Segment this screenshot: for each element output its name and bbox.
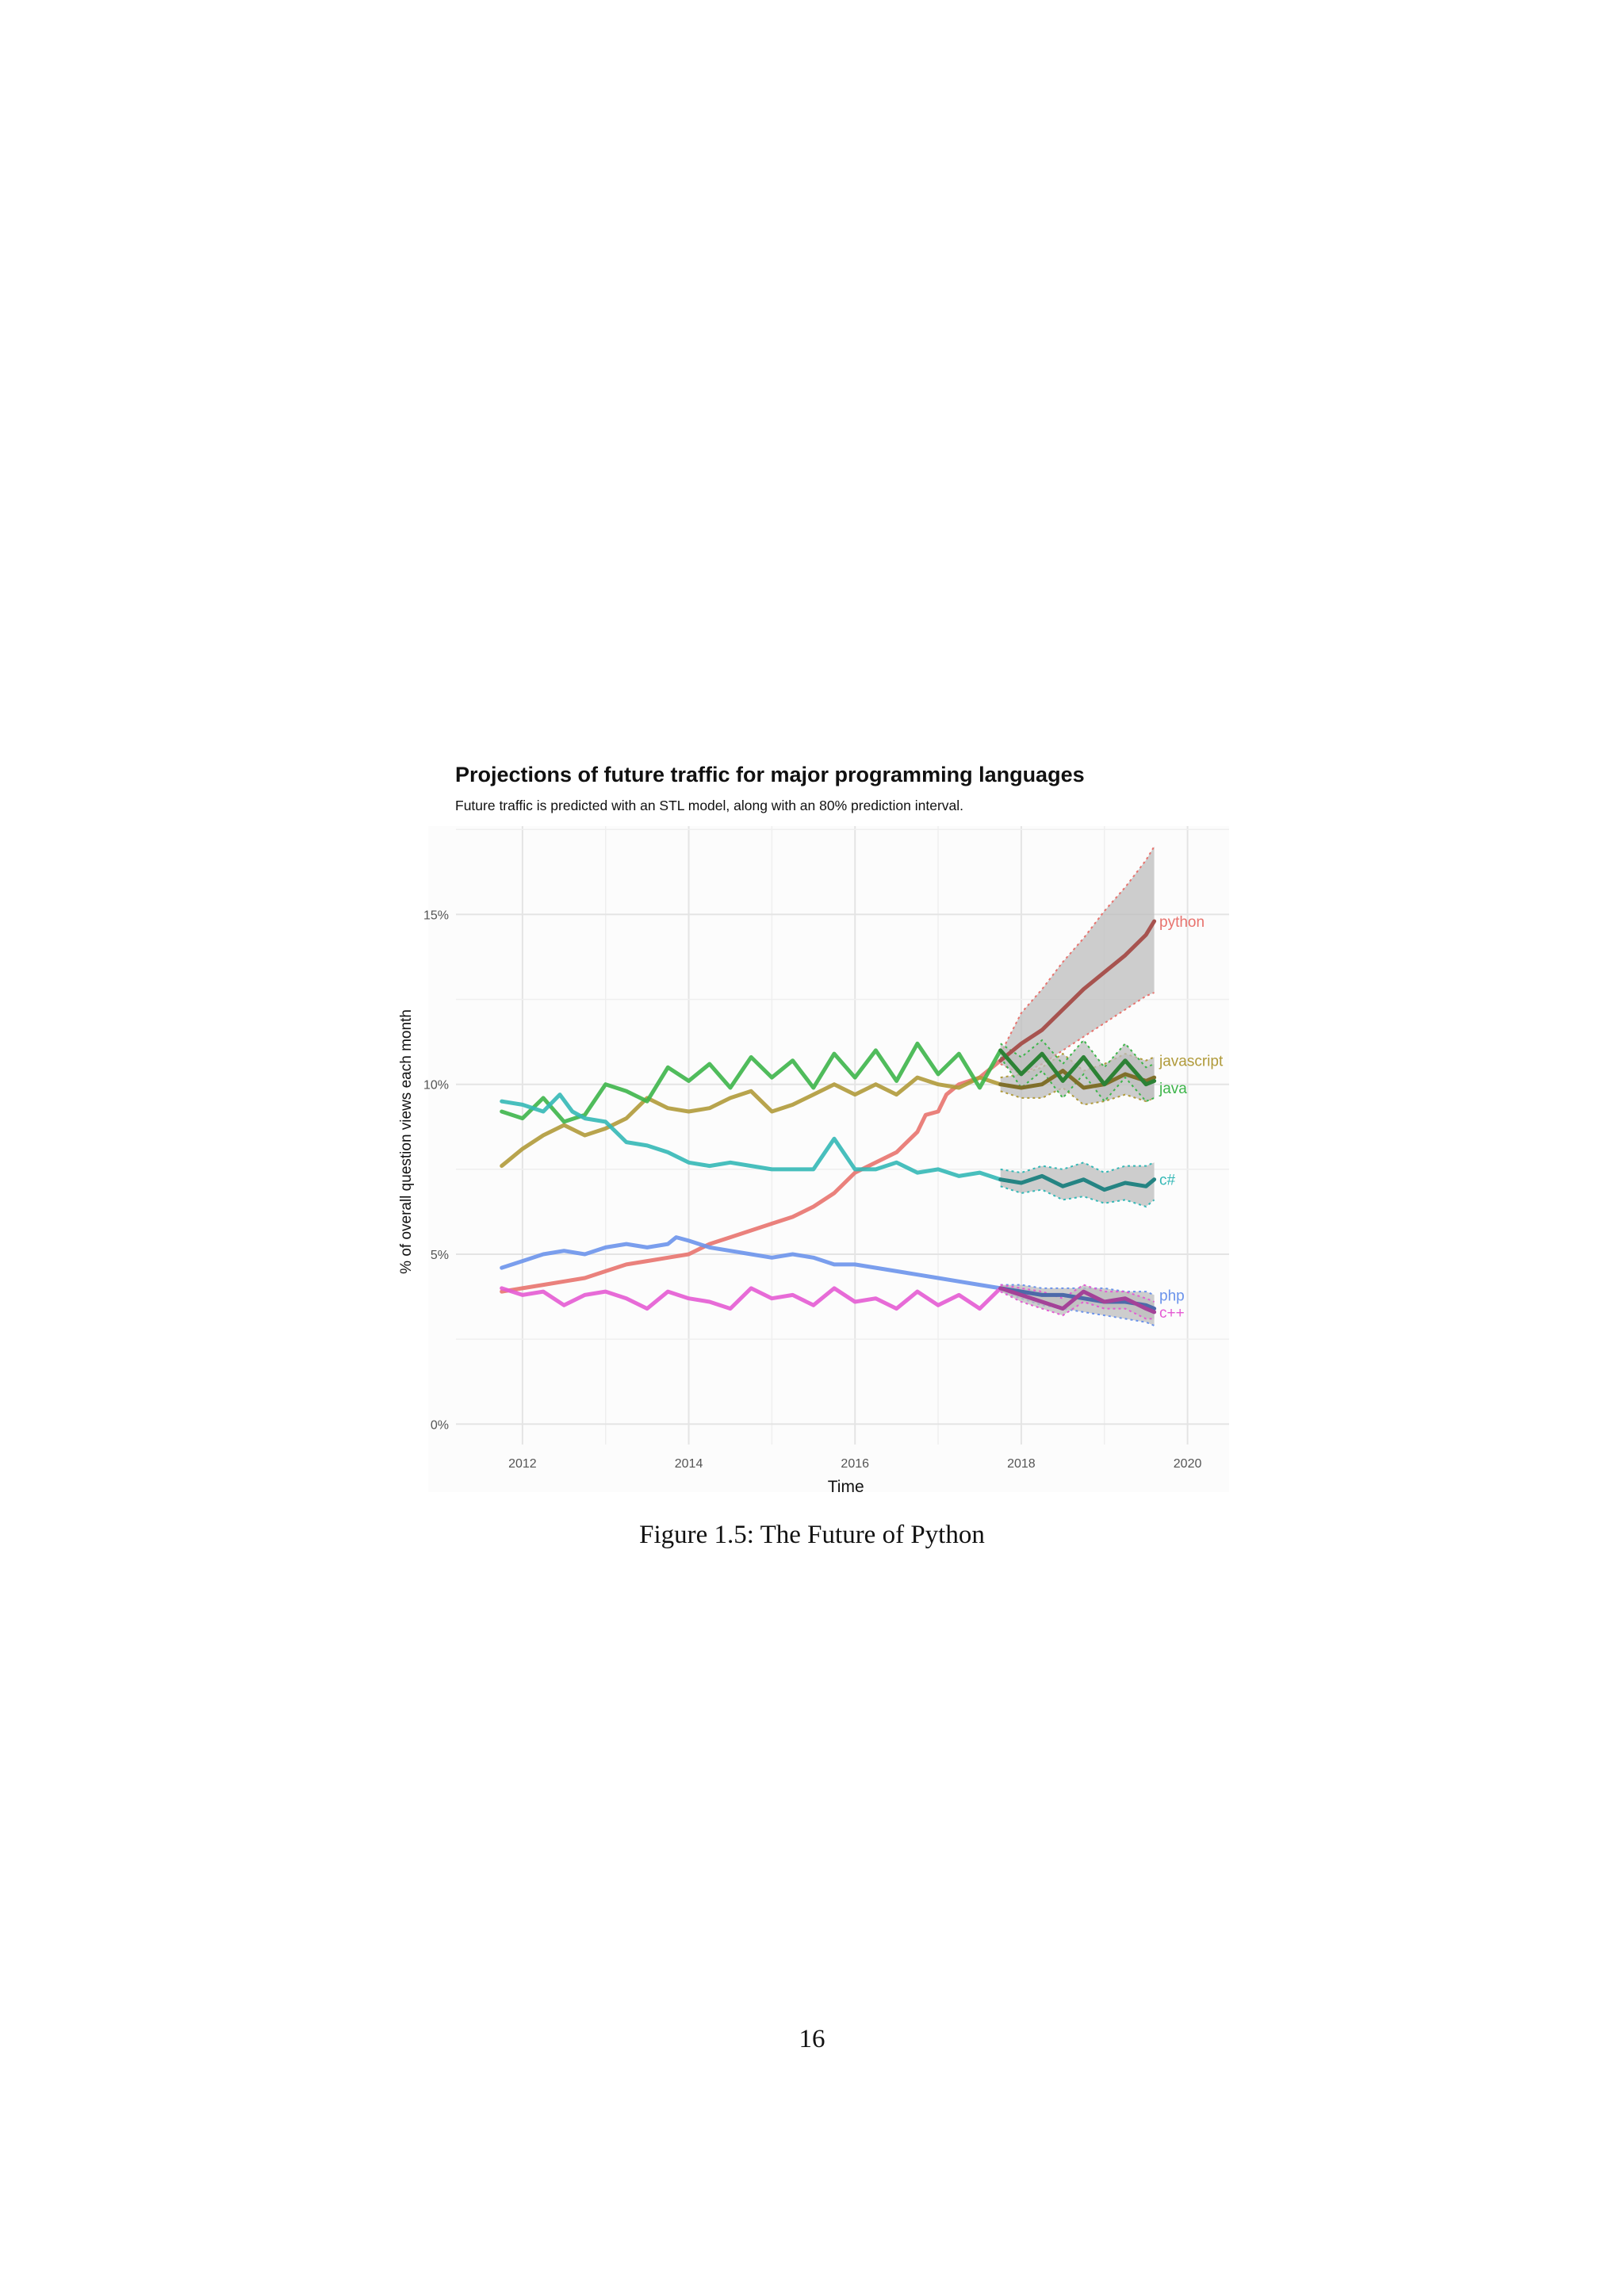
figure-caption: Figure 1.5: The Future of Python — [639, 1521, 985, 1549]
series-label-javascript: javascript — [1159, 1054, 1224, 1070]
forecast-line-java — [998, 1048, 1157, 1087]
x-tick-label-2014: 2014 — [675, 1457, 703, 1471]
series-line-php — [500, 1235, 1003, 1291]
interval-upper-cpp — [1000, 1284, 1155, 1303]
interval-upper-c-sharp — [1000, 1161, 1155, 1174]
series-label-java: java — [1159, 1081, 1187, 1097]
series-label-cpp: c++ — [1159, 1305, 1185, 1322]
forecast-line-cpp — [998, 1286, 1157, 1314]
interval-upper-python — [999, 846, 1155, 1054]
page-number: 16 — [799, 2025, 825, 2053]
x-tick-label-2020: 2020 — [1174, 1457, 1202, 1471]
y-axis-label: % of overall question views each month — [398, 1009, 415, 1274]
y-tick-label-15: 15% — [423, 909, 449, 922]
y-tick-label-0: 0% — [431, 1418, 449, 1432]
interval-upper-java — [1000, 1039, 1155, 1069]
series-line-python — [500, 1058, 1003, 1294]
series-label-python: python — [1159, 914, 1205, 931]
x-tick-label-2012: 2012 — [508, 1457, 537, 1471]
x-tick-label-2016: 2016 — [841, 1457, 869, 1471]
x-tick-label-2018: 2018 — [1007, 1457, 1036, 1471]
x-axis-label: Time — [828, 1478, 864, 1496]
series-line-c-sharp — [500, 1093, 1003, 1182]
interval-lower-python — [1000, 992, 1155, 1076]
series-label-php: php — [1159, 1288, 1185, 1304]
series-line-java — [500, 1041, 1003, 1124]
y-tick-label-10: 10% — [423, 1079, 449, 1093]
interval-lower-javascript — [1000, 1086, 1155, 1106]
interval-lower-c-sharp — [1000, 1185, 1155, 1208]
chart-title: Projections of future traffic for major … — [455, 763, 1085, 786]
series-line-javascript — [500, 1075, 1003, 1169]
y-tick-label-5: 5% — [431, 1249, 449, 1262]
series-label-c-sharp: c# — [1159, 1173, 1176, 1189]
interval-band-c-sharp — [1000, 1162, 1155, 1207]
chart-subtitle: Future traffic is predicted with an STL … — [455, 798, 964, 813]
forecast-line-python — [998, 919, 1157, 1063]
interval-lower-java — [999, 1056, 1155, 1103]
forecast-line-c-sharp — [998, 1173, 1157, 1192]
series-line-cpp — [500, 1286, 1003, 1311]
interval-band-python — [1000, 846, 1155, 1074]
